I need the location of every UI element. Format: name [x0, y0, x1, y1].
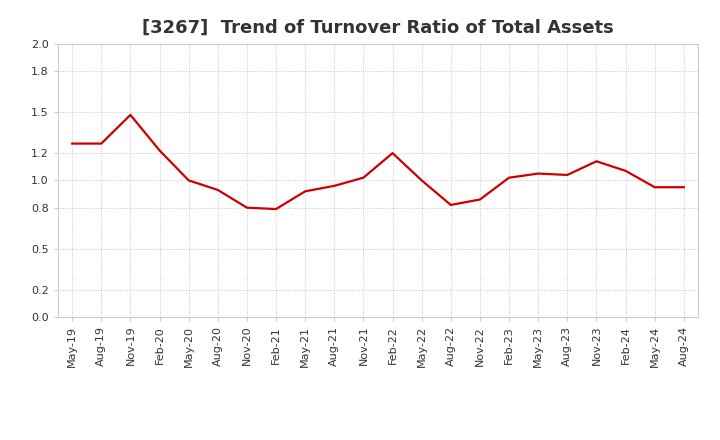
Title: [3267]  Trend of Turnover Ratio of Total Assets: [3267] Trend of Turnover Ratio of Total …	[142, 19, 614, 37]
